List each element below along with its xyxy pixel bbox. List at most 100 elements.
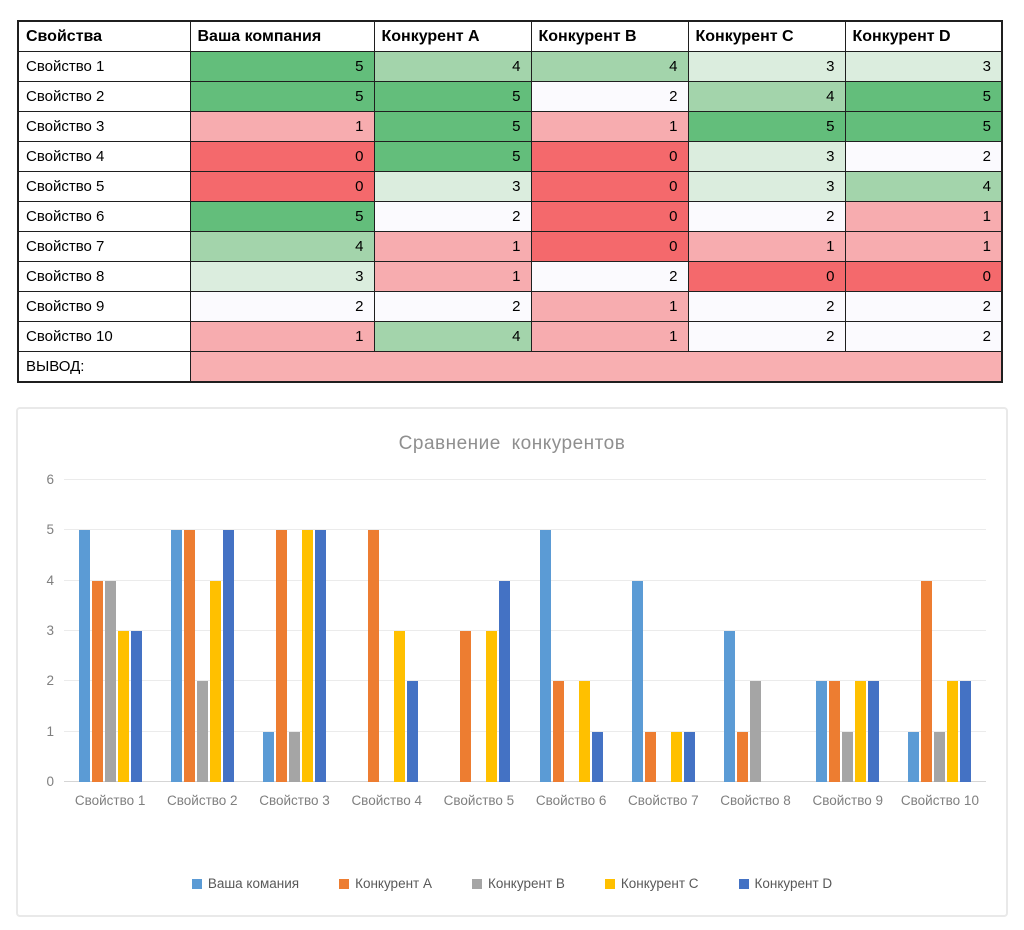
table-cell[interactable]: 4 [844, 171, 1003, 202]
chart-title: Сравнение конкурентов [398, 433, 626, 454]
row-label[interactable]: Свойство 9 [17, 291, 191, 322]
table-cell[interactable]: 2 [530, 261, 689, 292]
table-cell[interactable]: 1 [373, 231, 532, 262]
table-cell[interactable]: 2 [189, 291, 375, 322]
row-label[interactable]: Свойство 6 [17, 201, 191, 232]
table-cell[interactable]: 0 [189, 141, 375, 172]
table-cell[interactable]: 0 [844, 261, 1003, 292]
row-label[interactable]: Свойство 5 [17, 171, 191, 202]
bar [222, 530, 234, 782]
bar [170, 530, 182, 782]
table-cell[interactable]: 3 [687, 141, 846, 172]
table-cell[interactable]: 1 [530, 111, 689, 142]
table-cell[interactable]: 2 [373, 291, 532, 322]
x-tick-label: Свойство 5 [443, 793, 515, 808]
bar [302, 530, 313, 782]
column-header-2[interactable]: Конкурент A [373, 20, 532, 52]
table-cell[interactable]: 5 [373, 111, 532, 142]
bar [855, 681, 867, 782]
table-body: Свойство 1 5 4 4 3 3 Свойство 2 5 5 2 4 5 Свойство 3… [17, 51, 1003, 383]
x-tick-label: Свойство 9 [812, 793, 883, 808]
x-tick-label: Свойство 1 [74, 793, 146, 808]
table-cell[interactable]: 4 [373, 51, 532, 82]
legend-swatch-icon [738, 878, 749, 889]
column-header-0[interactable]: Свойства [17, 20, 191, 52]
table-cell[interactable]: 2 [844, 321, 1003, 352]
table-cell[interactable]: 3 [687, 51, 846, 82]
column-header-1[interactable]: Ваша компания [189, 20, 375, 52]
table-cell[interactable]: 5 [373, 141, 532, 172]
table-cell[interactable]: 0 [189, 171, 375, 202]
legend-item: Конкурент B [471, 876, 565, 891]
table-cell[interactable]: 1 [687, 231, 846, 262]
bar [934, 731, 946, 782]
row-label[interactable]: Свойство 2 [17, 81, 191, 112]
bar [91, 580, 103, 782]
bar-group [709, 480, 801, 782]
bar [539, 530, 551, 782]
table-cell[interactable]: 2 [530, 81, 689, 112]
legend-swatch-icon [471, 878, 482, 889]
table-cell[interactable]: 5 [844, 81, 1003, 112]
table-cell[interactable]: 1 [530, 321, 689, 352]
x-tick-label: Свойство 10 [900, 793, 979, 808]
table-cell[interactable]: 3 [844, 51, 1003, 82]
table-cell[interactable]: 2 [844, 291, 1003, 322]
row-label[interactable]: Свойство 10 [17, 321, 191, 352]
table-cell[interactable]: 1 [530, 291, 689, 322]
y-tick-label: 5 [46, 522, 54, 538]
table-cell[interactable]: 4 [687, 81, 846, 112]
column-header-4[interactable]: Конкурент C [687, 20, 846, 52]
table-cell[interactable]: 5 [844, 111, 1003, 142]
row-label[interactable]: Свойство 7 [17, 231, 191, 262]
table-cell[interactable]: 5 [189, 51, 375, 82]
table-cell[interactable]: 1 [373, 261, 532, 292]
table-cell[interactable]: 5 [189, 201, 375, 232]
table-cell[interactable]: 4 [189, 231, 375, 262]
table-cell[interactable]: 2 [687, 291, 846, 322]
table-cell[interactable]: 5 [189, 81, 375, 112]
table-header-row: Свойства Ваша компания Конкурент A Конкурен… [17, 20, 1003, 52]
table-cell[interactable]: 1 [844, 201, 1003, 232]
competitor-comparison-chart[interactable]: Сравнение конкурентов 0 1 2 3 4 5 6 Свойство 1… [16, 407, 1008, 917]
column-header-5[interactable]: Конкурент D [844, 20, 1003, 52]
y-tick-label: 3 [46, 623, 54, 638]
table-cell[interactable]: 0 [530, 201, 689, 232]
table-cell[interactable]: 3 [189, 261, 375, 292]
table-cell[interactable]: 0 [530, 141, 689, 172]
row-label[interactable]: Свойство 8 [17, 261, 191, 292]
table-cell[interactable]: 2 [687, 321, 846, 352]
table-cell[interactable]: 0 [530, 171, 689, 202]
table-cell[interactable]: 4 [530, 51, 689, 82]
row-label[interactable]: Свойство 1 [17, 51, 191, 82]
bar [315, 530, 326, 782]
gridline [64, 479, 986, 480]
bar [130, 631, 142, 782]
bar [499, 580, 511, 782]
column-header-3[interactable]: Конкурент B [530, 20, 689, 52]
table-cell[interactable]: 1 [189, 321, 375, 352]
table-cell[interactable]: 3 [373, 171, 532, 202]
conclusion-label[interactable]: ВЫВОД: [17, 351, 191, 383]
bar [104, 580, 116, 782]
table-cell[interactable]: 5 [687, 111, 846, 142]
conclusion-cell[interactable] [189, 351, 1003, 383]
table-cell[interactable]: 0 [687, 261, 846, 292]
x-tick-label: Свойство 2 [167, 793, 238, 808]
table-cell[interactable]: 1 [844, 231, 1003, 262]
table-cell[interactable]: 2 [844, 141, 1003, 172]
table-cell[interactable]: 0 [530, 231, 689, 262]
x-axis-labels: Свойство 1 Свойство 2 Свойство 3 Свойство 4… [64, 793, 986, 808]
row-label[interactable]: Свойство 4 [17, 141, 191, 172]
table-cell[interactable]: 4 [373, 321, 532, 352]
row-label[interactable]: Свойство 3 [17, 111, 191, 142]
table-cell[interactable]: 1 [189, 111, 375, 142]
table-cell[interactable]: 5 [373, 81, 532, 112]
legend-item: Конкурент C [604, 876, 699, 891]
table-cell[interactable]: 2 [687, 201, 846, 232]
table-cell[interactable]: 3 [687, 171, 846, 202]
bar [750, 681, 762, 782]
table-cell[interactable]: 2 [373, 201, 532, 232]
